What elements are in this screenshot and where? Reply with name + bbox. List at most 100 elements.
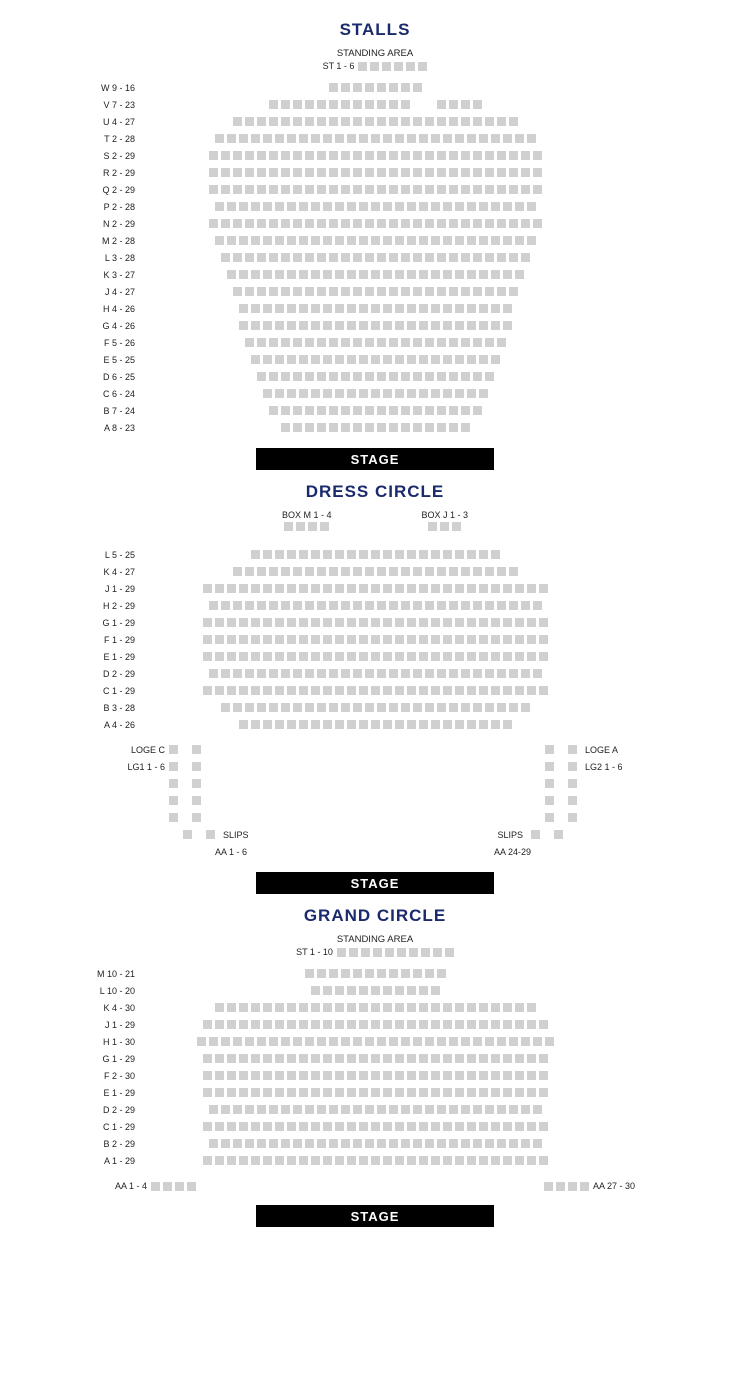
seat[interactable] [359,1122,368,1131]
seat[interactable] [527,1003,536,1012]
seat[interactable] [192,779,201,788]
seat[interactable] [437,185,446,194]
seat[interactable] [263,635,272,644]
seat[interactable] [407,236,416,245]
seat[interactable] [371,1071,380,1080]
seat[interactable] [353,168,362,177]
seat[interactable] [287,270,296,279]
seat[interactable] [503,720,512,729]
seat[interactable] [539,584,548,593]
seat[interactable] [317,969,326,978]
seat[interactable] [443,584,452,593]
seat[interactable] [269,117,278,126]
seat[interactable] [227,236,236,245]
seat[interactable] [485,253,494,262]
seat[interactable] [359,635,368,644]
seat[interactable] [311,304,320,313]
seat[interactable] [275,270,284,279]
seat[interactable] [407,1088,416,1097]
seat[interactable] [287,389,296,398]
seat[interactable] [455,635,464,644]
seat[interactable] [299,236,308,245]
seat[interactable] [371,202,380,211]
seat[interactable] [227,270,236,279]
seat[interactable] [353,1037,362,1046]
seat[interactable] [473,372,482,381]
seat[interactable] [227,635,236,644]
seat[interactable] [425,117,434,126]
seat[interactable] [383,1020,392,1029]
seat[interactable] [491,584,500,593]
seat[interactable] [428,522,437,531]
seat[interactable] [509,219,518,228]
seat[interactable] [365,168,374,177]
seat[interactable] [473,1037,482,1046]
seat[interactable] [431,134,440,143]
seat[interactable] [443,304,452,313]
seat[interactable] [317,1105,326,1114]
seat[interactable] [554,830,563,839]
seat[interactable] [533,185,542,194]
seat[interactable] [221,219,230,228]
seat[interactable] [437,567,446,576]
seat[interactable] [377,185,386,194]
seat[interactable] [383,720,392,729]
seat[interactable] [227,686,236,695]
seat[interactable] [329,151,338,160]
seat[interactable] [347,986,356,995]
seat[interactable] [335,1020,344,1029]
seat[interactable] [305,372,314,381]
seat[interactable] [341,669,350,678]
seat[interactable] [373,948,382,957]
seat[interactable] [431,270,440,279]
seat[interactable] [515,618,524,627]
seat[interactable] [389,287,398,296]
seat[interactable] [395,1071,404,1080]
seat[interactable] [263,686,272,695]
seat[interactable] [485,117,494,126]
seat[interactable] [209,168,218,177]
seat[interactable] [437,253,446,262]
seat[interactable] [275,321,284,330]
seat[interactable] [323,686,332,695]
seat[interactable] [461,703,470,712]
seat[interactable] [443,1122,452,1131]
seat[interactable] [395,652,404,661]
seat[interactable] [425,338,434,347]
seat[interactable] [275,1122,284,1131]
seat[interactable] [203,1088,212,1097]
seat[interactable] [293,219,302,228]
seat[interactable] [359,550,368,559]
seat[interactable] [251,1071,260,1080]
seat[interactable] [169,796,178,805]
seat[interactable] [377,151,386,160]
seat[interactable] [521,601,530,610]
seat[interactable] [485,151,494,160]
seat[interactable] [341,253,350,262]
seat[interactable] [365,151,374,160]
seat[interactable] [401,567,410,576]
seat[interactable] [515,1054,524,1063]
seat[interactable] [287,321,296,330]
seat[interactable] [533,168,542,177]
seat[interactable] [527,1020,536,1029]
seat[interactable] [341,567,350,576]
seat[interactable] [323,1071,332,1080]
seat[interactable] [263,618,272,627]
seat[interactable] [371,270,380,279]
seat[interactable] [275,202,284,211]
seat[interactable] [203,1122,212,1131]
seat[interactable] [287,134,296,143]
seat[interactable] [341,703,350,712]
seat[interactable] [425,969,434,978]
seat[interactable] [323,1156,332,1165]
seat[interactable] [317,406,326,415]
seat[interactable] [299,1054,308,1063]
seat[interactable] [395,986,404,995]
seat[interactable] [353,151,362,160]
seat[interactable] [329,338,338,347]
seat[interactable] [341,1139,350,1148]
seat[interactable] [203,635,212,644]
seat[interactable] [491,686,500,695]
seat[interactable] [407,1054,416,1063]
